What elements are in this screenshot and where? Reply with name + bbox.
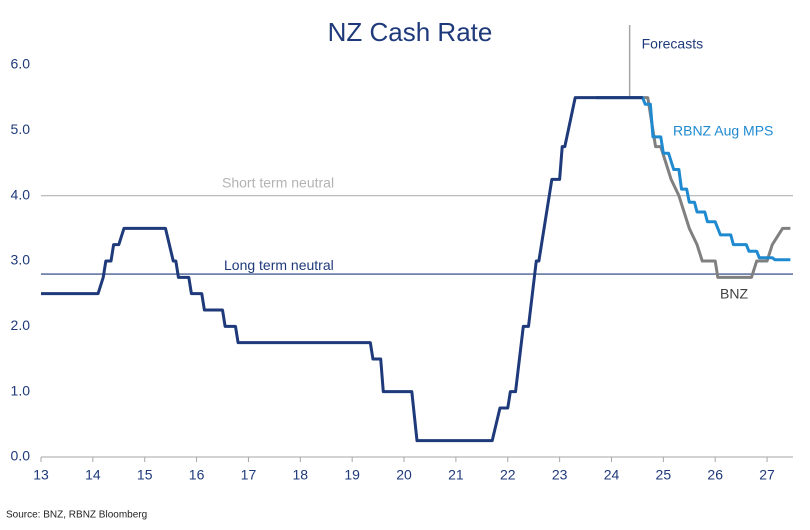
y-tick-label: 3.0 bbox=[11, 252, 31, 268]
x-tick-label: 27 bbox=[759, 467, 775, 483]
x-tick-label: 26 bbox=[707, 467, 723, 483]
x-tick-label: 17 bbox=[241, 467, 257, 483]
x-tick-label: 20 bbox=[396, 467, 412, 483]
x-tick-label: 13 bbox=[33, 467, 49, 483]
series-line bbox=[595, 96, 791, 279]
x-tick-label: 25 bbox=[656, 467, 672, 483]
series-line bbox=[41, 96, 643, 443]
series-label: BNZ bbox=[720, 286, 748, 302]
series-line bbox=[595, 96, 791, 262]
x-tick-label: 15 bbox=[137, 467, 153, 483]
y-tick-label: 2.0 bbox=[11, 317, 31, 333]
x-tick-label: 18 bbox=[293, 467, 309, 483]
reference-label: Short term neutral bbox=[222, 174, 334, 190]
forecast-label: Forecasts bbox=[642, 36, 703, 52]
x-tick-label: 16 bbox=[189, 467, 205, 483]
y-tick-label: 1.0 bbox=[11, 382, 31, 398]
x-tick-label: 21 bbox=[448, 467, 464, 483]
x-tick-label: 19 bbox=[344, 467, 360, 483]
series-label: RBNZ Aug MPS bbox=[673, 123, 773, 139]
y-tick-label: 0.0 bbox=[11, 448, 31, 464]
y-tick-label: 6.0 bbox=[11, 56, 31, 72]
reference-label: Long term neutral bbox=[224, 257, 334, 273]
source-note: Source: BNZ, RBNZ Bloomberg bbox=[6, 510, 147, 521]
chart-title: NZ Cash Rate bbox=[328, 17, 493, 47]
x-tick-label: 23 bbox=[552, 467, 568, 483]
x-tick-label: 14 bbox=[85, 467, 101, 483]
x-tick-label: 24 bbox=[604, 467, 620, 483]
x-tick-label: 22 bbox=[500, 467, 516, 483]
y-tick-label: 4.0 bbox=[11, 186, 31, 202]
y-tick-label: 5.0 bbox=[11, 121, 31, 137]
